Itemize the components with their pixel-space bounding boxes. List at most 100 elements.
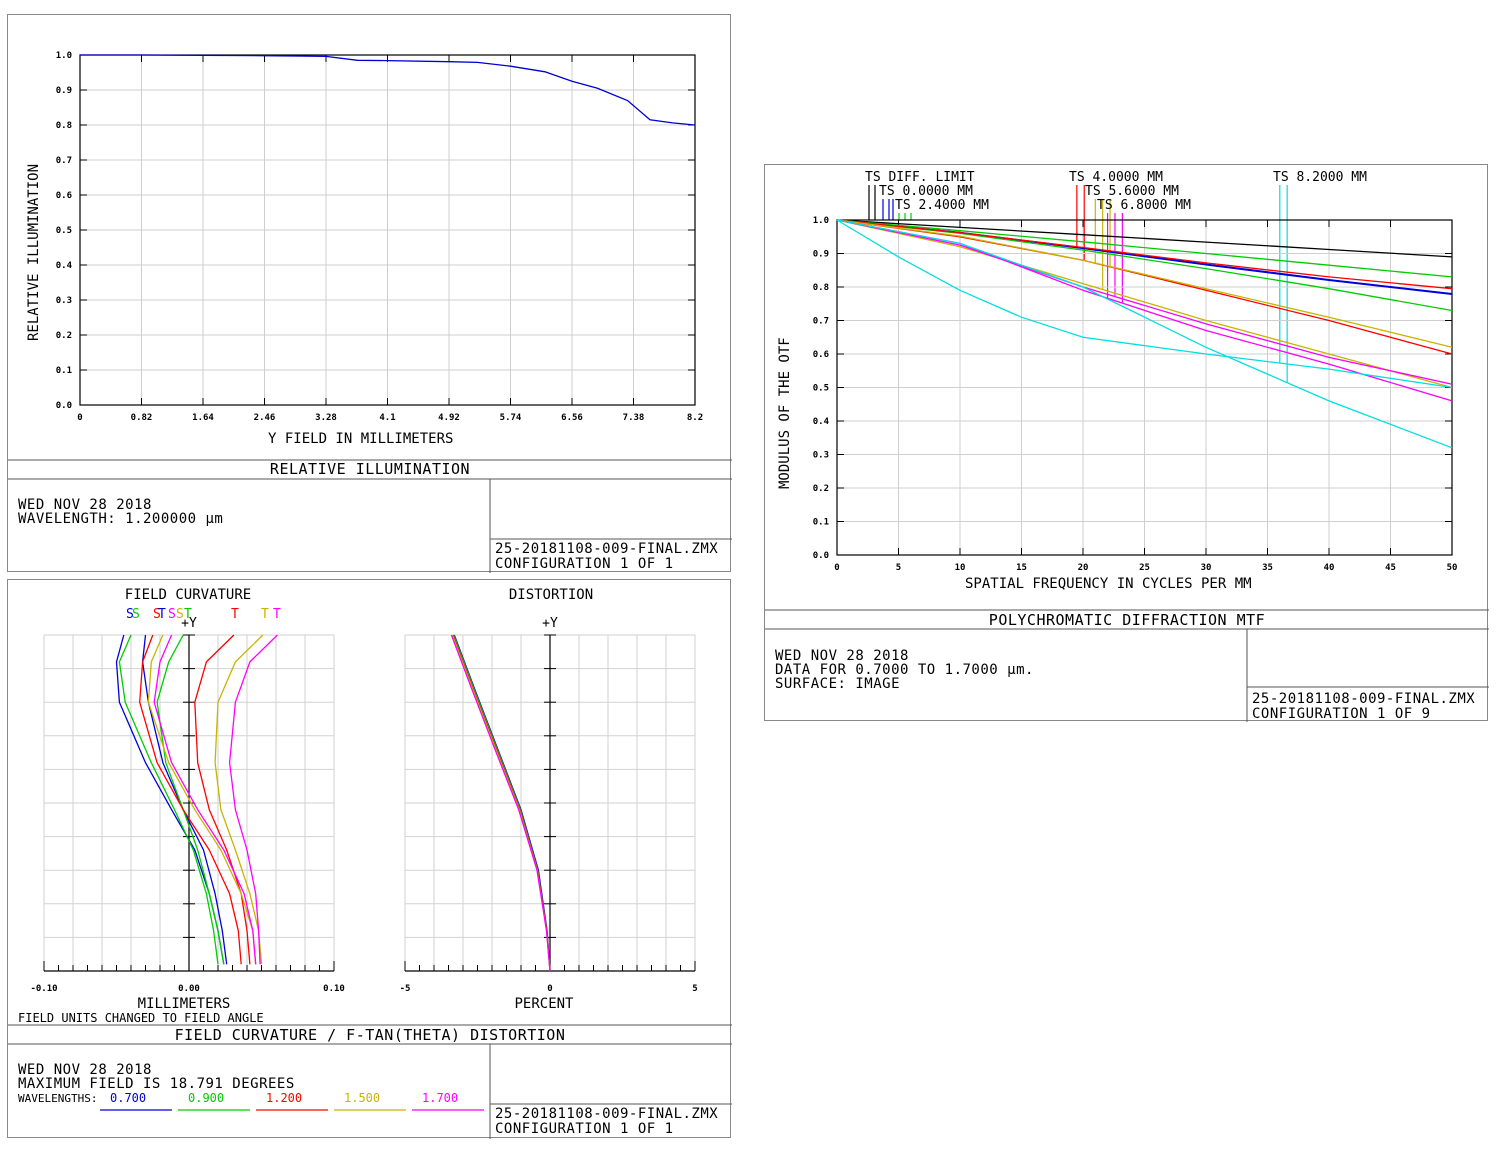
y-tick-label: 0.8 (56, 121, 72, 131)
x-tick-label: 7.38 (623, 413, 645, 423)
curvature-legend-letter: S (132, 607, 140, 622)
mtf-chart: 0 5 10 15 20 25 30 35 40 45 50 0.0 0.1 0.2 0.3 0.4 0.5 0.… (813, 216, 1458, 573)
field-units-note: FIELD UNITS CHANGED TO FIELD ANGLE (18, 1011, 264, 1025)
wavelength-value: 1.200 (266, 1091, 302, 1105)
file-name: 25-20181108-009-FINAL.ZMX (495, 1106, 718, 1122)
series-line-2 (118, 634, 219, 965)
mtf-legend-label: TS 6.8000 MM (1097, 198, 1191, 213)
x-tick-label: 8.2 (687, 413, 703, 423)
curvature-legend-letter: S (176, 607, 184, 622)
distortion-x-label: PERCENT (514, 996, 574, 1012)
series-line-9 (228, 634, 278, 965)
y-tick-label: 0.4 (56, 261, 73, 271)
panel-title: RELATIVE ILLUMINATION (270, 460, 470, 478)
x-tick-label: 5 (896, 563, 901, 573)
x-tick-label: 20 (1078, 563, 1089, 573)
file-name: 25-20181108-009-FINAL.ZMX (495, 541, 718, 557)
mtf-legend-label: TS 5.6000 MM (1085, 184, 1179, 199)
series-line-10 (836, 219, 1453, 385)
date-text: WED NOV 28 2018 (18, 497, 152, 513)
panel-title: POLYCHROMATIC DIFFRACTION MTF (989, 611, 1265, 629)
plus-y-label: +Y (542, 616, 558, 631)
x-tick-label: -5 (400, 984, 411, 994)
relative-illumination-svg: 0 0.82 1.64 2.46 3.28 4.1 4.92 5.74 6.56 7.38 8.2 0… (8, 51, 732, 573)
y-tick-label: 0.0 (56, 401, 72, 411)
series-line-6 (147, 634, 257, 965)
x-axis-label: SPATIAL FREQUENCY IN CYCLES PER MM (965, 576, 1252, 592)
series-line-0 (836, 219, 1453, 258)
y-tick-label: 1.0 (56, 51, 72, 61)
x-tick-label: 0.82 (131, 413, 153, 423)
plus-y-label: +Y (181, 616, 197, 631)
y-tick-label: 1.0 (813, 216, 829, 226)
max-field-text: MAXIMUM FIELD IS 18.791 DEGREES (18, 1076, 295, 1092)
mtf-panel: TS DIFF. LIMIT TS 0.0000 MM TS 2.4000 MM TS… (764, 164, 1489, 722)
field-curvature-legend: SS ST S S T T T T (126, 607, 281, 622)
x-tick-label: -0.10 (30, 984, 57, 994)
x-tick-label: 0 (547, 984, 552, 994)
series-line-11 (836, 219, 1453, 389)
series-line-0 (80, 54, 696, 126)
field-curvature-chart: +Y -0.10 0.00 0.10 (30, 616, 344, 994)
series-line-3 (156, 634, 225, 965)
y-tick-label: 0.9 (56, 86, 72, 96)
x-tick-label: 5.74 (500, 413, 522, 423)
x-tick-label: 0.00 (178, 984, 200, 994)
series-line-8 (153, 634, 257, 965)
surface-text: SURFACE: IMAGE (775, 676, 900, 692)
x-tick-label: 15 (1016, 563, 1027, 573)
y-tick-label: 0.3 (813, 451, 829, 461)
x-tick-label: 3.28 (315, 413, 337, 423)
x-tick-label: 45 (1385, 563, 1396, 573)
x-tick-label: 30 (1201, 563, 1212, 573)
wavelengths-label: WAVELENGTHS: (18, 1092, 97, 1105)
y-tick-label: 0.6 (813, 350, 829, 360)
wavelength-value: 1.700 (422, 1091, 458, 1105)
series-line-7 (214, 634, 264, 965)
file-name: 25-20181108-009-FINAL.ZMX (1252, 691, 1475, 707)
y-tick-label: 0.0 (813, 551, 829, 561)
y-tick-label: 0.8 (813, 283, 829, 293)
series-line-5 (194, 634, 251, 965)
wavelength-value: 0.900 (188, 1091, 224, 1105)
wavelength-value: 0.700 (110, 1091, 146, 1105)
curvature-legend-letter: S (153, 607, 161, 622)
y-tick-label: 0.1 (813, 518, 829, 528)
y-tick-label: 0.9 (813, 250, 829, 260)
curvature-legend-letter: T (184, 607, 192, 622)
data-for-text: DATA FOR 0.7000 TO 1.7000 µm. (775, 662, 1034, 678)
x-tick-label: 4.92 (438, 413, 460, 423)
curvature-legend-letter: T (158, 607, 166, 622)
mtf-legend-label: TS 8.2000 MM (1273, 170, 1367, 185)
series-line-12 (836, 219, 1453, 449)
wavelength-value: 1.500 (344, 1091, 380, 1105)
y-tick-label: 0.6 (56, 191, 72, 201)
y-tick-label: 0.2 (56, 331, 72, 341)
y-tick-label: 0.2 (813, 484, 829, 494)
x-tick-label: 0 (834, 563, 839, 573)
date-text: WED NOV 28 2018 (18, 1062, 152, 1078)
y-axis-label: RELATIVE ILLUMINATION (26, 164, 42, 341)
relative-illumination-chart: 0 0.82 1.64 2.46 3.28 4.1 4.92 5.74 6.56 7.38 8.2 0… (56, 51, 703, 423)
curvature-legend-letter: T (261, 607, 269, 622)
series-line-8 (836, 219, 1453, 389)
curvature-legend-letter: T (273, 607, 281, 622)
series-line-3 (836, 219, 1453, 278)
x-tick-label: 5 (692, 984, 697, 994)
y-tick-label: 0.5 (56, 226, 72, 236)
x-tick-label: 4.1 (379, 413, 395, 423)
mtf-legend-label: TS 4.0000 MM (1069, 170, 1163, 185)
y-tick-label: 0.3 (56, 296, 72, 306)
curvature-legend-letter: S (126, 607, 134, 622)
mtf-legend-label: TS DIFF. LIMIT (865, 170, 975, 185)
x-tick-label: 50 (1447, 563, 1458, 573)
x-tick-label: 40 (1324, 563, 1335, 573)
series-line-7 (836, 219, 1453, 348)
series-line-4 (450, 634, 551, 972)
x-axis-label: Y FIELD IN MILLIMETERS (268, 431, 453, 447)
x-tick-label: 35 (1262, 563, 1273, 573)
panel-title: FIELD CURVATURE / F-TAN(THETA) DISTORTIO… (175, 1026, 566, 1044)
relative-illumination-panel: 0 0.82 1.64 2.46 3.28 4.1 4.92 5.74 6.56 7.38 8.2 0… (7, 14, 732, 573)
